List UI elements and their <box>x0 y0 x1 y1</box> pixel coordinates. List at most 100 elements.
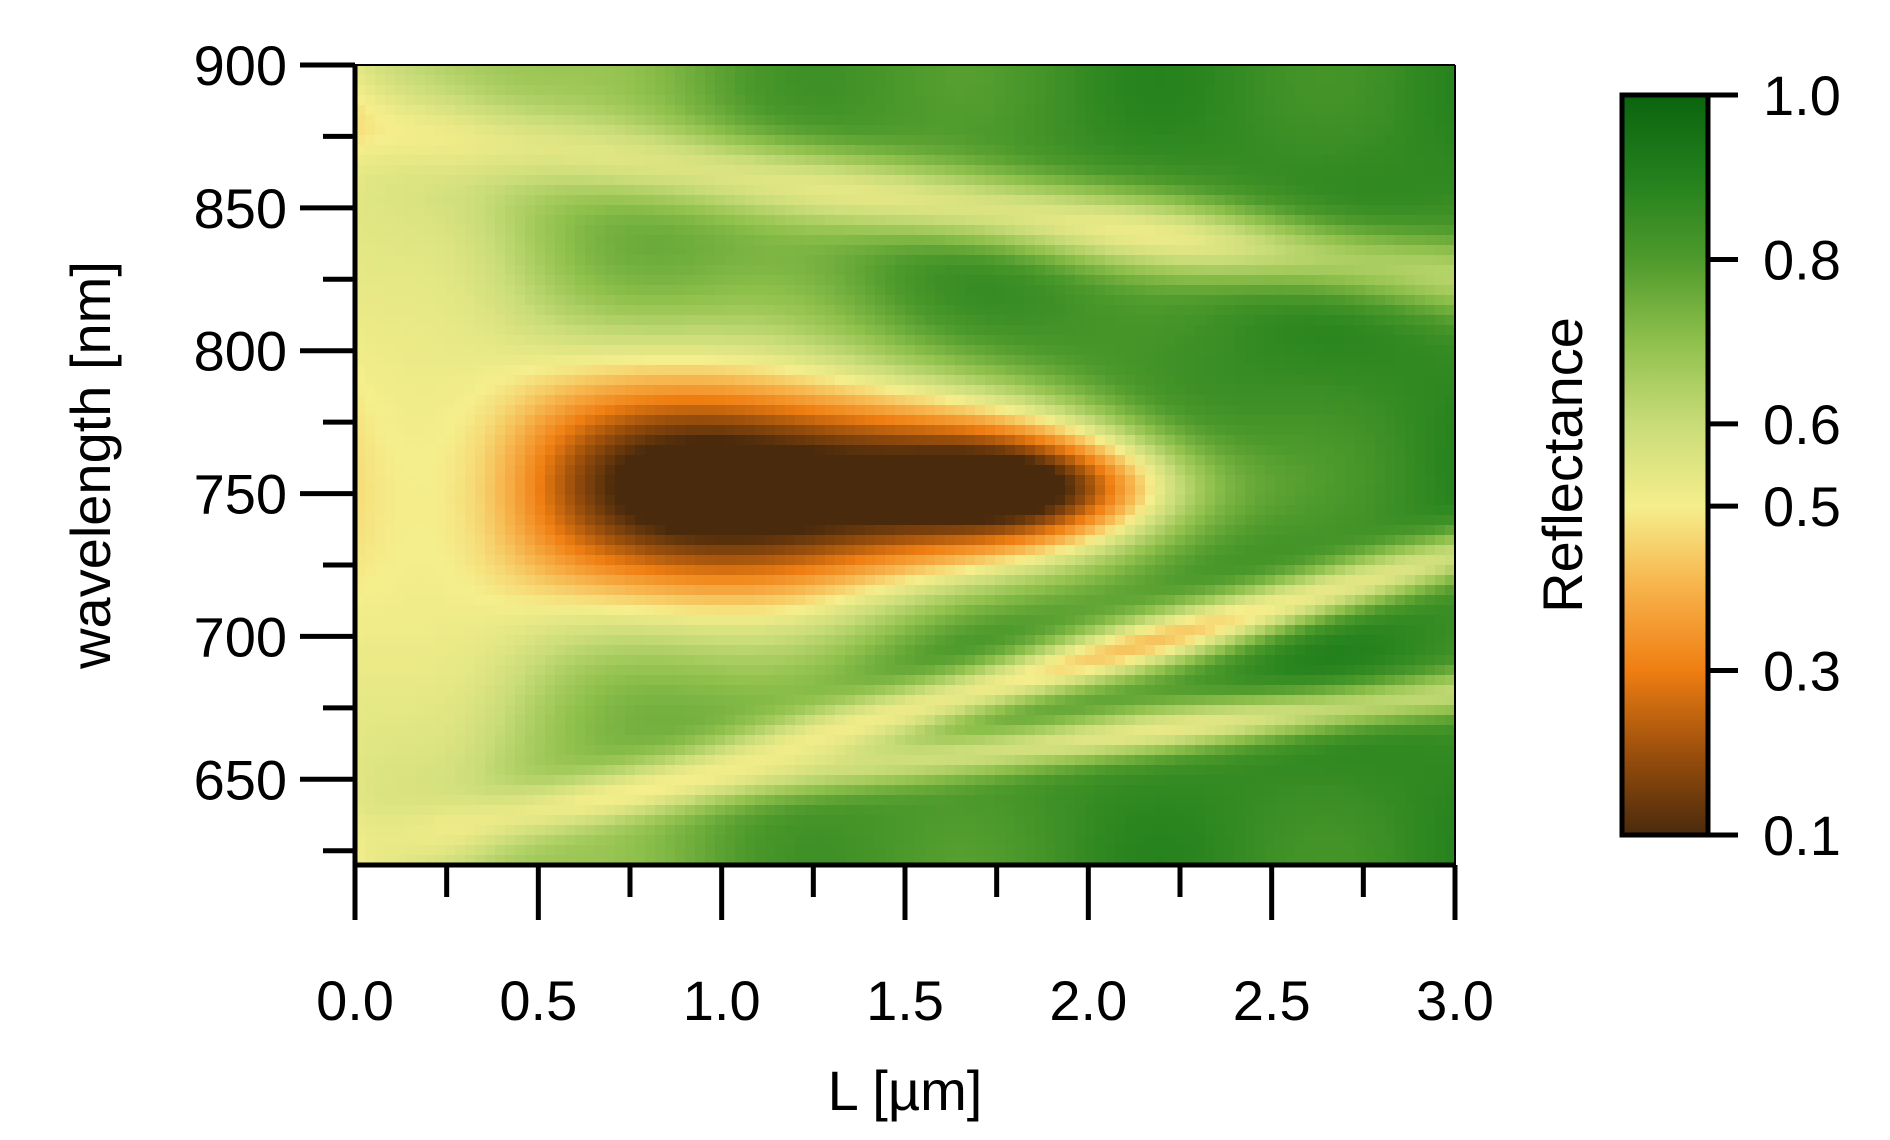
heatmap-cell <box>355 145 366 156</box>
heatmap-cell <box>595 345 606 356</box>
heatmap-cell <box>595 185 606 196</box>
heatmap-cell <box>365 605 376 616</box>
heatmap-cell <box>885 655 896 666</box>
heatmap-cell <box>435 215 446 226</box>
heatmap-cell <box>655 165 666 176</box>
heatmap-cell <box>725 285 736 296</box>
heatmap-cell <box>365 325 376 336</box>
heatmap-cell <box>925 285 936 296</box>
heatmap-cell <box>755 745 766 756</box>
heatmap-cell <box>525 175 536 186</box>
heatmap-cell <box>425 615 436 626</box>
heatmap-cell <box>745 405 756 416</box>
heatmap-cell <box>725 645 736 656</box>
heatmap-cell <box>415 545 426 556</box>
heatmap-cell <box>505 495 516 506</box>
heatmap-cell <box>835 615 846 626</box>
heatmap-cell <box>495 725 506 736</box>
heatmap-cell <box>725 385 736 396</box>
heatmap-cell <box>585 75 596 86</box>
heatmap-cell <box>665 685 676 696</box>
heatmap-cell <box>575 525 586 536</box>
heatmap-cell <box>725 145 736 156</box>
heatmap-cell <box>605 95 616 106</box>
heatmap-cell <box>555 345 566 356</box>
heatmap-cell <box>395 85 406 96</box>
heatmap-cell <box>835 645 846 656</box>
heatmap-cell <box>895 685 906 696</box>
heatmap-cell <box>755 255 766 266</box>
heatmap-cell <box>555 185 566 196</box>
heatmap-cell <box>955 715 966 726</box>
heatmap-cell <box>535 385 546 396</box>
heatmap-cell <box>865 535 876 546</box>
heatmap-cell <box>935 785 946 796</box>
heatmap-cell <box>455 795 466 806</box>
heatmap-cell <box>425 625 436 636</box>
heatmap-cell <box>715 765 726 776</box>
heatmap-cell <box>515 295 526 306</box>
heatmap-cell <box>545 385 556 396</box>
heatmap-cell <box>525 315 536 326</box>
heatmap-cell <box>935 505 946 516</box>
heatmap-cell <box>915 175 926 186</box>
heatmap-cell <box>525 265 536 276</box>
heatmap-cell <box>405 565 416 576</box>
heatmap-cell <box>475 545 486 556</box>
heatmap-cell <box>735 235 746 246</box>
heatmap-cell <box>715 585 726 596</box>
heatmap-cell <box>885 565 896 576</box>
heatmap-cell <box>775 195 786 206</box>
heatmap-cell <box>565 485 576 496</box>
heatmap-cell <box>785 345 796 356</box>
heatmap-cell <box>915 655 926 666</box>
heatmap-cell <box>585 85 596 96</box>
heatmap-cell <box>545 725 556 736</box>
heatmap-cell <box>845 845 856 856</box>
heatmap-cell <box>585 525 596 536</box>
heatmap-cell <box>365 545 376 556</box>
heatmap-cell <box>785 185 796 196</box>
heatmap-cell <box>505 185 516 196</box>
heatmap-cell <box>855 505 866 516</box>
heatmap-cell <box>515 785 526 796</box>
heatmap-cell <box>445 475 456 486</box>
heatmap-cell <box>495 285 506 296</box>
heatmap-cell <box>625 145 636 156</box>
heatmap-cell <box>925 195 936 206</box>
heatmap-cell <box>405 115 416 126</box>
heatmap-cell <box>625 385 636 396</box>
heatmap-cell <box>765 85 776 96</box>
heatmap-cell <box>365 235 376 246</box>
heatmap-cell <box>545 305 556 316</box>
heatmap-cell <box>715 675 726 686</box>
heatmap-cell <box>815 315 826 326</box>
heatmap-cell <box>685 595 696 606</box>
heatmap-cell <box>705 725 716 736</box>
heatmap-cell <box>525 555 536 566</box>
heatmap-cell <box>555 165 566 176</box>
heatmap-cell <box>625 245 636 256</box>
heatmap-cell <box>625 95 636 106</box>
heatmap-cell <box>895 95 906 106</box>
heatmap-cell <box>815 735 826 746</box>
heatmap-cell <box>925 325 936 336</box>
heatmap-cell <box>505 75 516 86</box>
heatmap-cell <box>895 645 906 656</box>
heatmap-cell <box>725 545 736 556</box>
heatmap-cell <box>535 605 546 616</box>
heatmap-cell <box>515 415 526 426</box>
heatmap-cell <box>815 65 826 76</box>
heatmap-cell <box>885 425 896 436</box>
heatmap-cell <box>375 485 386 496</box>
heatmap-cell <box>635 765 646 776</box>
heatmap-cell <box>355 315 366 326</box>
heatmap-cell <box>525 245 536 256</box>
heatmap-cell <box>855 715 866 726</box>
heatmap-cell <box>545 365 556 376</box>
heatmap-cell <box>895 675 906 686</box>
heatmap-cell <box>755 275 766 286</box>
heatmap-cell <box>425 175 436 186</box>
heatmap-cell <box>405 795 416 806</box>
heatmap-cell <box>515 445 526 456</box>
